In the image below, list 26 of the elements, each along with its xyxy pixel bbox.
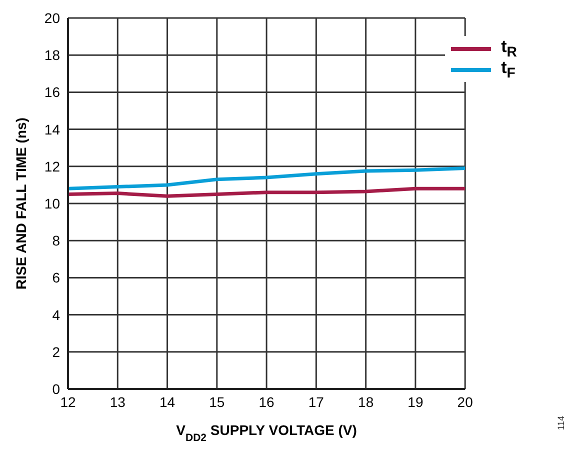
x-tick-label: 14 xyxy=(159,394,176,410)
x-tick-label: 19 xyxy=(408,394,424,410)
x-tick-label: 15 xyxy=(209,394,225,410)
x-tick-label: 20 xyxy=(457,394,474,410)
y-tick-label: 10 xyxy=(44,195,60,212)
y-axis-title: RISE AND FALL TIME (ns) xyxy=(13,118,29,290)
y-tick-label: 16 xyxy=(44,84,60,100)
x-tick-label: 13 xyxy=(110,394,126,410)
y-tick-label: 8 xyxy=(52,232,60,249)
y-tick-label: 4 xyxy=(52,306,60,323)
y-tick-label: 0 xyxy=(52,380,60,397)
x-tick-label: 16 xyxy=(258,394,275,410)
y-tick-label: 18 xyxy=(44,47,60,64)
legend-label: t$_{R}$ xyxy=(501,36,517,60)
x-axis-title: V$_{DD2}$ SUPPLY VOLTAGE (V) xyxy=(176,422,357,444)
y-tick-label: 2 xyxy=(52,344,60,360)
line-series xyxy=(68,186,466,198)
legend-label: t$_{F}$ xyxy=(501,58,516,82)
y-tick-label: 20 xyxy=(44,10,60,26)
text: 114 xyxy=(556,416,566,430)
x-tick-label: 18 xyxy=(358,394,374,410)
y-tick-label: 12 xyxy=(44,158,60,174)
y-tick-label: 6 xyxy=(52,270,60,286)
x-tick-label: 17 xyxy=(308,394,324,410)
y-tick-label: 14 xyxy=(44,121,60,138)
line-series xyxy=(68,166,466,190)
